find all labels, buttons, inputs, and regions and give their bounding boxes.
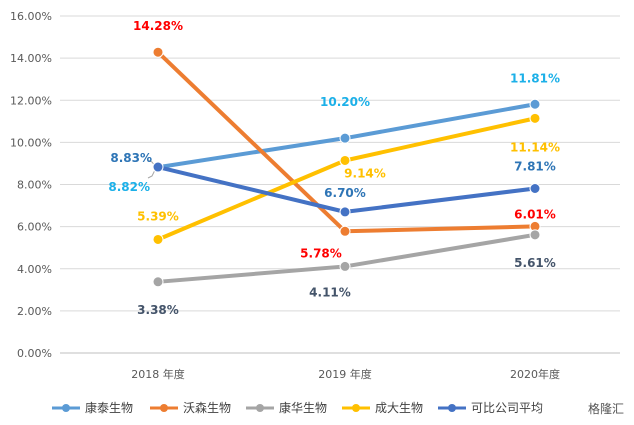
legend-item: 可比公司平均 xyxy=(438,401,543,415)
series-lines xyxy=(152,46,541,288)
y-tick-label: 6.00% xyxy=(17,221,52,234)
legend-swatch-marker xyxy=(62,404,70,412)
x-axis-ticks: 2018 年度 2019 年度 2020年度 xyxy=(131,367,560,381)
data-point xyxy=(529,98,541,110)
watermark-text: 格隆汇 xyxy=(588,401,624,416)
data-label: 8.83% xyxy=(110,151,152,165)
legend-swatch-marker xyxy=(448,404,456,412)
data-label: 14.28% xyxy=(133,19,183,33)
legend-swatch-marker xyxy=(160,404,168,412)
data-label: 8.82% xyxy=(108,180,150,194)
legend-swatch-marker xyxy=(352,404,360,412)
data-point xyxy=(339,154,351,166)
data-point xyxy=(152,161,164,173)
legend-item: 沃森生物 xyxy=(150,400,231,415)
x-tick-label: 2018 年度 xyxy=(131,367,185,381)
data-point xyxy=(339,225,351,237)
data-point xyxy=(529,112,541,124)
legend-label: 沃森生物 xyxy=(183,400,231,415)
y-tick-label: 4.00% xyxy=(17,263,52,276)
legend-label: 成大生物 xyxy=(375,401,423,415)
x-tick-label: 2020年度 xyxy=(510,367,560,381)
legend-item: 康华生物 xyxy=(246,400,327,415)
y-tick-label: 14.00% xyxy=(10,52,52,65)
data-label: 6.70% xyxy=(324,186,366,200)
data-label: 11.81% xyxy=(510,71,560,85)
data-label: 7.81% xyxy=(514,160,556,174)
x-tick-label: 2019 年度 xyxy=(318,367,372,381)
data-point xyxy=(529,183,541,195)
data-point xyxy=(152,46,164,58)
legend-label: 可比公司平均 xyxy=(471,401,543,415)
y-tick-label: 8.00% xyxy=(17,179,52,192)
data-label: 5.78% xyxy=(300,246,342,260)
legend-swatch-marker xyxy=(256,404,264,412)
watermark: 格隆汇 xyxy=(588,401,624,416)
legend: 康泰生物 沃森生物 康华生物 成大生物 可比公司平均 xyxy=(52,400,543,415)
data-point xyxy=(339,132,351,144)
y-tick-label: 10.00% xyxy=(10,136,52,149)
data-point xyxy=(529,229,541,241)
y-tick-label: 12.00% xyxy=(10,94,52,107)
legend-label: 康泰生物 xyxy=(85,400,133,415)
y-tick-label: 0.00% xyxy=(17,347,52,360)
data-label: 5.39% xyxy=(137,209,179,223)
data-point xyxy=(339,206,351,218)
legend-item: 康泰生物 xyxy=(52,400,133,415)
legend-label: 康华生物 xyxy=(279,400,327,415)
data-label: 10.20% xyxy=(320,95,370,109)
y-axis-ticks: 0.00% 2.00% 4.00% 6.00% 8.00% 10.00% 12.00% 14.… xyxy=(10,10,52,360)
legend-item: 成大生物 xyxy=(342,401,423,415)
y-tick-label: 2.00% xyxy=(17,305,52,318)
y-tick-label: 16.00% xyxy=(10,10,52,23)
data-label: 5.61% xyxy=(514,256,556,270)
data-labels: 8.82% 10.20% 11.81% 14.28% 5.78% 6.01% 3.38% 4.… xyxy=(108,19,560,317)
data-point xyxy=(152,276,164,288)
data-label: 3.38% xyxy=(137,303,179,317)
data-label: 11.14% xyxy=(510,140,560,154)
data-point xyxy=(339,260,351,272)
gridlines xyxy=(60,15,620,354)
data-label: 6.01% xyxy=(514,207,556,221)
data-label: 4.11% xyxy=(309,285,351,299)
data-point xyxy=(152,233,164,245)
data-label: 9.14% xyxy=(344,166,386,180)
series-line xyxy=(156,232,537,284)
